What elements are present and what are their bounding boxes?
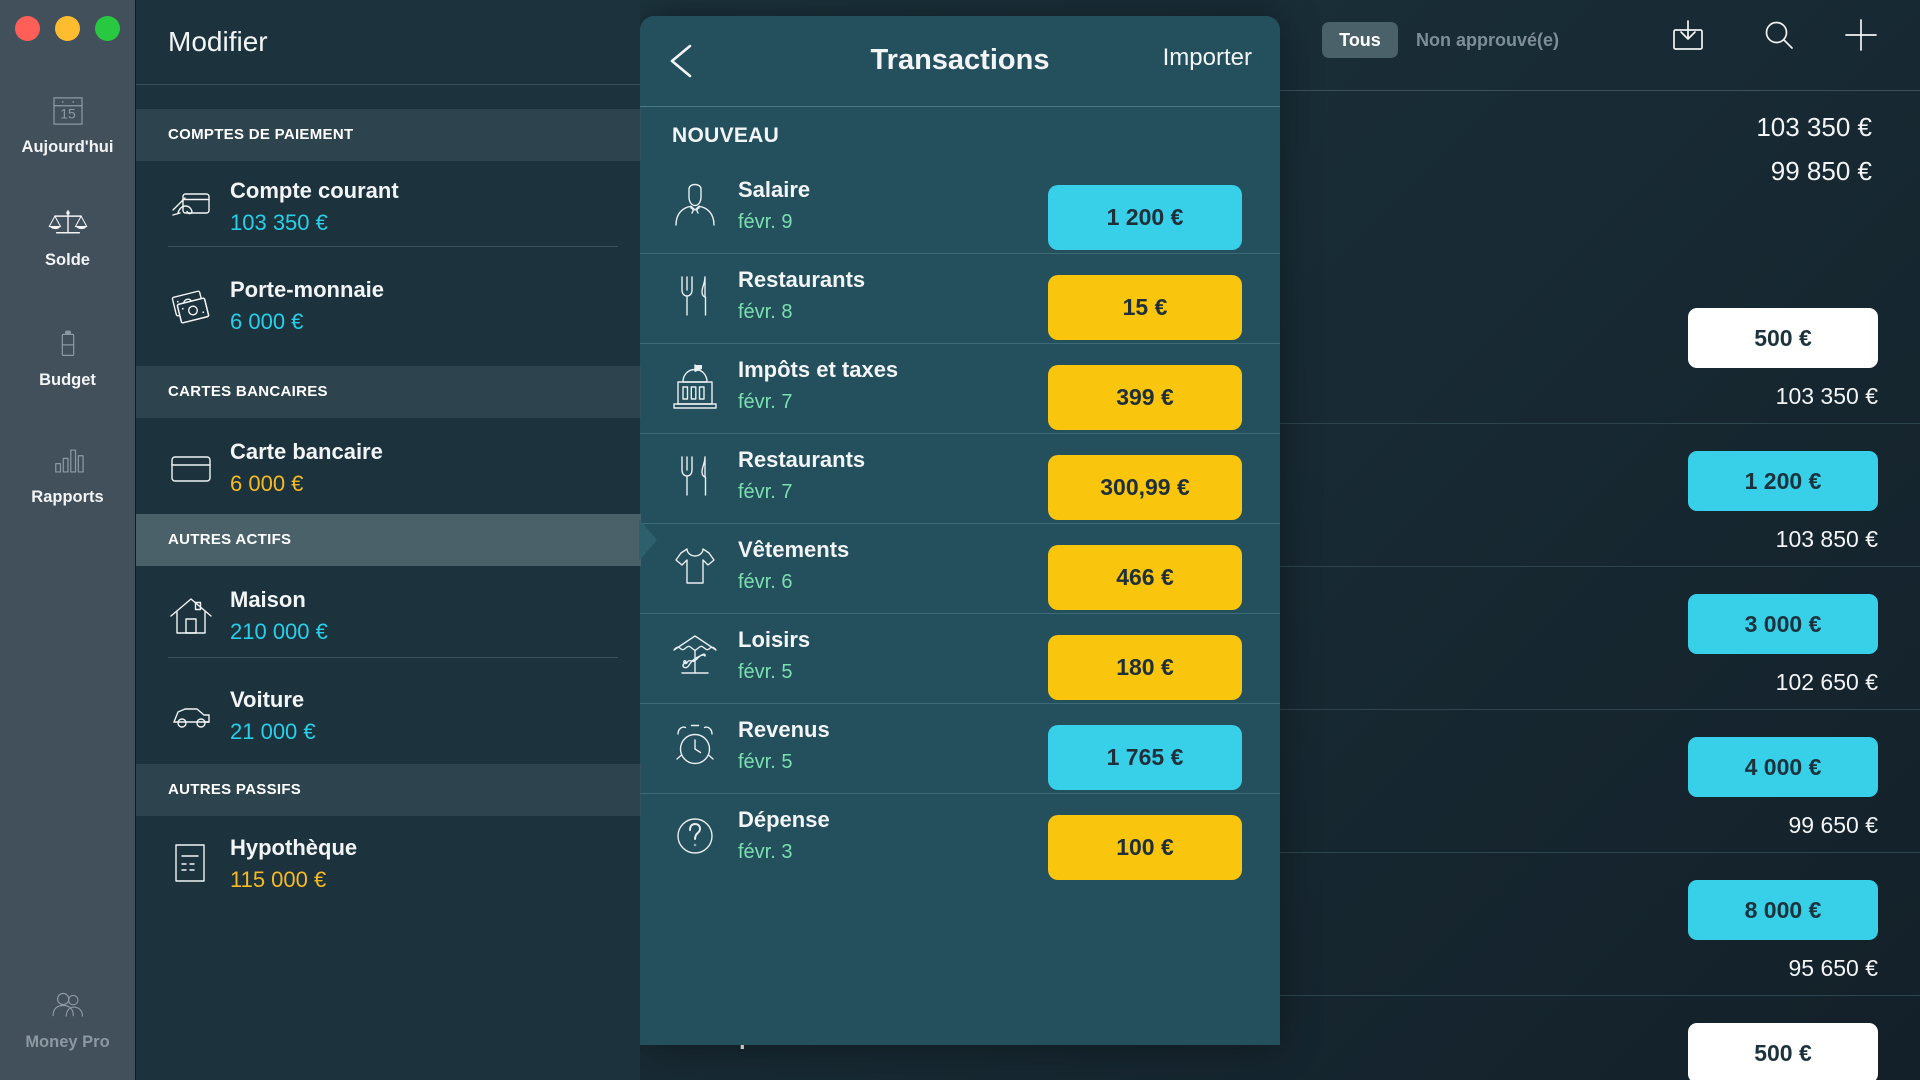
- svg-text:15: 15: [60, 105, 76, 121]
